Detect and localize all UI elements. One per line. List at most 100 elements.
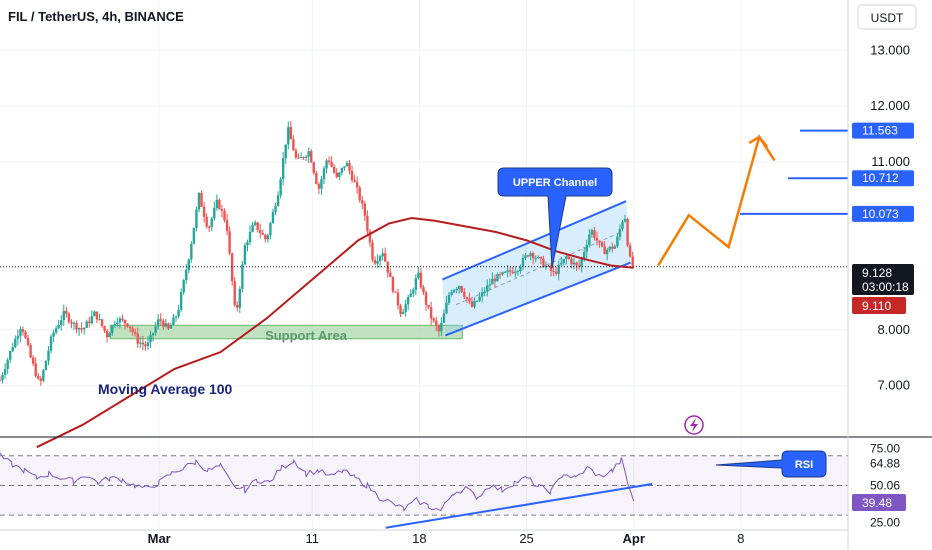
candle-body <box>164 323 168 327</box>
candle-body <box>218 199 221 209</box>
candle-body <box>253 222 257 225</box>
candle-body <box>332 166 336 173</box>
candle-body <box>93 311 96 317</box>
candle-body <box>264 234 267 240</box>
candle-body <box>348 163 351 171</box>
projection-arrowhead <box>748 135 769 148</box>
candle-body <box>605 249 609 255</box>
rsi-value-tag: 39.48 <box>852 494 906 511</box>
last-price-tag: 9.128 03:00:18 <box>852 264 914 295</box>
candle-body <box>412 289 415 294</box>
candle-body <box>281 158 285 180</box>
candle-body <box>39 378 43 381</box>
currency-label[interactable]: USDT <box>871 11 904 25</box>
x-tick-label: Mar <box>148 531 171 546</box>
candle-body <box>378 256 382 262</box>
candle-body <box>470 301 474 307</box>
candle-body <box>565 256 568 259</box>
candle-body <box>29 345 32 358</box>
candle-body <box>353 180 356 182</box>
candle-body <box>105 330 109 338</box>
y-tick-label: 11.000 <box>871 154 910 169</box>
upper-channel-callout: UPPER Channel <box>497 167 613 269</box>
candle-body <box>371 242 374 260</box>
candle-body <box>197 192 201 210</box>
x-tick-label: 18 <box>412 531 426 546</box>
candle-body <box>389 272 392 278</box>
candle-body <box>483 291 486 293</box>
candle-body <box>442 313 446 323</box>
candle-body <box>473 300 476 307</box>
candle-body <box>95 311 99 320</box>
candle-body <box>284 144 287 159</box>
currency-button[interactable]: USDT <box>857 4 917 30</box>
candle-body <box>304 156 308 158</box>
rsi-tick-label: 64.88 <box>870 456 900 470</box>
candle-body <box>233 281 236 305</box>
candle-body <box>529 253 532 257</box>
candle-body <box>297 157 300 159</box>
candle-body <box>491 278 494 285</box>
candle-body <box>192 227 196 244</box>
candle-body <box>113 324 117 326</box>
candle-body <box>207 226 211 228</box>
candle-body <box>511 271 514 274</box>
candle-body <box>75 322 78 330</box>
x-tick-label: 11 <box>306 531 320 546</box>
candle-body <box>121 318 124 320</box>
candle-body <box>626 219 629 246</box>
rsi-tick-label: 25.00 <box>870 516 900 530</box>
candle-body <box>537 256 540 259</box>
candle-body <box>414 278 418 290</box>
candle-body <box>458 286 461 289</box>
candle-body <box>3 368 7 375</box>
candle-body <box>531 253 535 259</box>
candle-body <box>327 160 331 162</box>
candle-body <box>330 161 333 167</box>
rsi-trendline <box>385 483 653 529</box>
lightning-icon[interactable] <box>684 415 704 435</box>
candle-body <box>85 321 88 328</box>
candle-body <box>613 246 617 249</box>
candle-body <box>350 170 354 181</box>
candle-body <box>144 344 147 347</box>
candle-body <box>445 302 448 314</box>
candle-body <box>269 223 272 236</box>
candle-body <box>429 307 433 319</box>
candle-body <box>320 179 323 189</box>
candle-body <box>463 291 466 298</box>
candle-body <box>37 376 40 379</box>
candle-body <box>248 231 252 243</box>
candle-body <box>623 219 627 222</box>
candle-body <box>202 206 206 217</box>
candle-body <box>134 332 137 334</box>
candle-body <box>343 166 346 168</box>
candle-body <box>72 322 76 324</box>
candle-body <box>80 328 83 330</box>
channel-lower-line <box>445 261 632 337</box>
candle-body <box>279 179 282 196</box>
candle-body <box>325 160 328 169</box>
candle-body <box>391 277 395 292</box>
candle-body <box>179 292 183 310</box>
candle-body <box>169 324 173 329</box>
candle-body <box>593 230 596 238</box>
candle-body <box>154 326 157 333</box>
candle-body <box>182 280 185 293</box>
candle-body <box>243 245 247 265</box>
candle-body <box>210 218 213 228</box>
candle-body <box>435 320 438 326</box>
candle-body <box>590 230 594 235</box>
candle-body <box>552 271 555 273</box>
candle-body <box>547 265 550 267</box>
candle-body <box>65 310 68 314</box>
candle-body <box>455 288 458 290</box>
candle-body <box>404 304 407 313</box>
candle-body <box>228 231 231 254</box>
candle-body <box>506 270 509 272</box>
candle-body <box>384 253 387 262</box>
candle-body <box>450 292 453 295</box>
rsi-pane <box>0 436 932 529</box>
rsi-value: 39.48 <box>862 496 892 510</box>
candle-body <box>47 350 50 361</box>
